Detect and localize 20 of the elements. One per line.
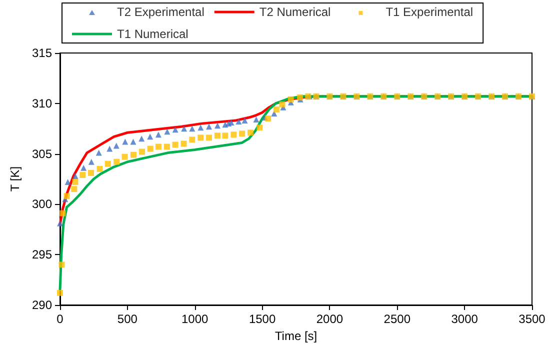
- legend-label: T1 Experimental: [386, 5, 474, 19]
- x-axis-title: Time [s]: [274, 328, 318, 343]
- y-tick-label: 290: [32, 298, 52, 312]
- legend-label: T2 Numerical: [259, 5, 331, 19]
- x-tick-label: 3000: [451, 312, 478, 326]
- legend-label: T2 Experimental: [117, 5, 204, 19]
- x-tick-label: 0: [56, 312, 64, 326]
- y-axis-title: T [K]: [8, 166, 22, 192]
- x-tick-label: 1000: [182, 312, 209, 326]
- x-tick-label: 2000: [316, 312, 344, 326]
- y-tick-label: 300: [32, 197, 52, 212]
- x-tick-label: 3500: [518, 312, 546, 326]
- y-tick-label: 310: [32, 96, 52, 110]
- x-tick-label: 1500: [248, 312, 276, 326]
- y-tick-label: 305: [32, 146, 52, 161]
- y-tick-label: 295: [32, 248, 52, 262]
- x-tick-label: 2500: [384, 312, 411, 326]
- x-tick-label: 500: [117, 312, 138, 326]
- legend-label: T1 Numerical: [117, 27, 188, 41]
- y-tick-label: 315: [32, 46, 52, 60]
